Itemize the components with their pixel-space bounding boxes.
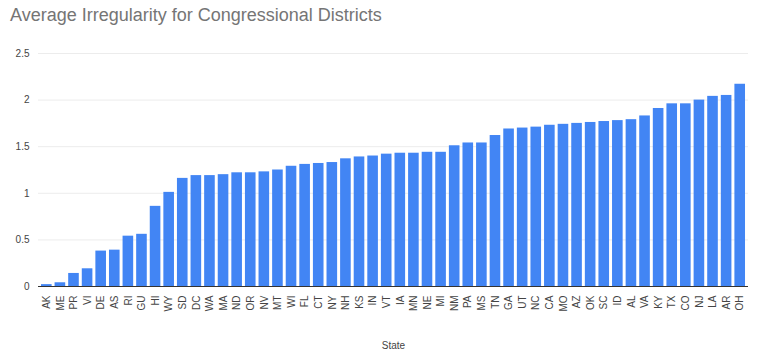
svg-text:1.5: 1.5 [16,141,30,152]
svg-text:AL: AL [626,295,637,308]
svg-text:0.5: 0.5 [16,234,30,245]
svg-text:VA: VA [639,295,650,308]
svg-text:DC: DC [191,296,202,310]
svg-text:MN: MN [408,296,419,312]
svg-text:PR: PR [68,296,79,310]
svg-text:LA: LA [707,295,718,308]
svg-text:WI: WI [286,296,297,308]
svg-text:VI: VI [82,296,93,305]
svg-text:NC: NC [530,296,541,310]
svg-text:TN: TN [490,296,501,309]
svg-text:NM: NM [449,296,460,312]
svg-text:OR: OR [245,296,256,311]
svg-text:CT: CT [313,296,324,309]
svg-text:ID: ID [612,296,623,306]
svg-text:OH: OH [734,296,745,311]
svg-text:KY: KY [653,295,664,309]
svg-text:MA: MA [218,295,229,310]
svg-text:NJ: NJ [694,296,705,308]
svg-text:2.5: 2.5 [16,48,30,59]
svg-text:IA: IA [394,295,405,305]
svg-text:2: 2 [24,94,30,105]
svg-text:CA: CA [544,295,555,309]
svg-text:AR: AR [721,296,732,310]
svg-text:1: 1 [24,188,30,199]
svg-text:SD: SD [177,296,188,310]
svg-text:MT: MT [272,296,283,310]
svg-text:ME: ME [55,295,66,310]
svg-text:DE: DE [95,295,106,309]
svg-text:GA: GA [503,295,514,310]
svg-text:IN: IN [367,296,378,306]
svg-text:MS: MS [476,295,487,310]
svg-text:ND: ND [231,296,242,310]
html-text:Average Irregularity for Congr: Average Irregularity for Congressional D… [10,5,382,25]
svg-text:MI: MI [435,296,446,307]
svg-text:PA: PA [462,295,473,308]
svg-text:NH: NH [340,296,351,310]
svg-text:FL: FL [299,295,310,307]
svg-text:0: 0 [24,281,30,292]
svg-text:UT: UT [517,296,528,309]
svg-text:NE: NE [422,295,433,309]
svg-text:WA: WA [204,295,215,311]
svg-text:NV: NV [259,295,270,309]
svg-text:State: State [382,340,406,351]
svg-text:NY: NY [327,295,338,309]
svg-text:WY: WY [163,295,174,311]
svg-text:AZ: AZ [571,296,582,309]
svg-text:CO: CO [680,295,691,310]
svg-text:SC: SC [598,296,609,310]
svg-text:TX: TX [666,295,677,308]
svg-text:AK: AK [41,295,52,309]
svg-text:RI: RI [123,296,134,306]
svg-text:OK: OK [585,295,596,310]
svg-text:KS: KS [354,295,365,309]
svg-text:VT: VT [381,296,392,309]
svg-text:AS: AS [109,295,120,309]
svg-text:HI: HI [150,296,161,306]
svg-text:MO: MO [558,295,569,311]
svg-text:GU: GU [136,296,147,311]
